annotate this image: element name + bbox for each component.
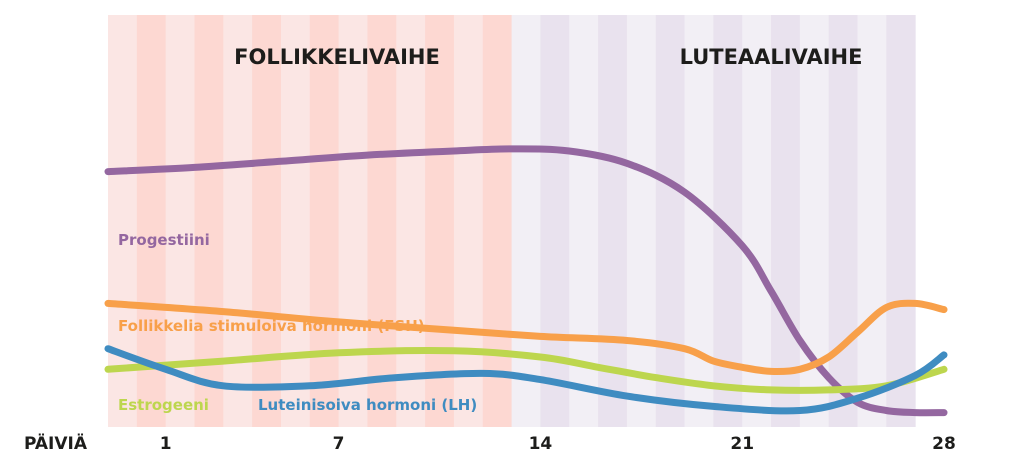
series-label-estrogeeni: Estrogeeni xyxy=(118,396,209,414)
phase-stripe-follicular xyxy=(338,15,368,427)
phase-stripe-follicular xyxy=(223,15,253,427)
x-tick-label: 21 xyxy=(730,434,754,454)
phase-stripe-luteal xyxy=(655,15,686,427)
x-tick-label: 14 xyxy=(529,434,553,454)
series-label-lh: Luteinisoiva hormoni (LH) xyxy=(258,396,477,414)
phase-stripe-follicular xyxy=(309,15,340,427)
series-label-fsh: Follikkelia stimuloiva hormoni (FSH) xyxy=(118,317,425,335)
phase-stripe-luteal xyxy=(598,15,628,427)
phase-stripe-follicular xyxy=(165,15,195,427)
series-line-luteinisoiva-hormoni-lh xyxy=(104,345,948,415)
phase-stripe-luteal xyxy=(626,15,657,427)
phase-title-follicular: FOLLIKKELIVAIHE xyxy=(234,45,440,69)
x-tick-label: 28 xyxy=(932,434,956,454)
series-label-progestiini: Progestiini xyxy=(118,231,210,249)
series-line-estrogeeni xyxy=(104,347,948,394)
series-lines xyxy=(104,145,948,417)
phase-stripe-luteal xyxy=(511,15,541,427)
phase-stripe-follicular xyxy=(482,15,513,427)
series-line-progestiini xyxy=(104,145,948,417)
phase-background xyxy=(108,15,916,427)
phase-stripe-luteal xyxy=(684,15,714,427)
x-tick-label: 1 xyxy=(160,434,172,454)
phase-stripe-follicular xyxy=(367,15,397,427)
x-axis-ticks: 1 7 14 21 28 xyxy=(160,434,956,454)
phase-title-luteal: LUTEAALIVAIHE xyxy=(680,45,863,69)
phase-stripe-luteal xyxy=(540,15,570,427)
series-line-follikkelia-stimuloiva-hormoni-fsh xyxy=(104,299,948,376)
phase-stripe-luteal xyxy=(857,15,887,427)
phase-stripe-follicular xyxy=(425,15,455,427)
phase-stripe-luteal xyxy=(569,15,599,427)
phase-stripe-follicular xyxy=(396,15,426,427)
phase-stripe-follicular xyxy=(453,15,484,427)
phase-stripe-follicular xyxy=(252,15,282,427)
x-axis-label: PÄIVIÄ xyxy=(24,432,88,454)
phase-stripe-luteal xyxy=(886,15,916,427)
phase-stripe-follicular xyxy=(280,15,311,427)
x-tick-label: 7 xyxy=(333,434,345,454)
phase-stripe-luteal xyxy=(742,15,772,427)
phase-stripe-luteal xyxy=(771,15,801,427)
phase-stripe-luteal xyxy=(828,15,859,427)
